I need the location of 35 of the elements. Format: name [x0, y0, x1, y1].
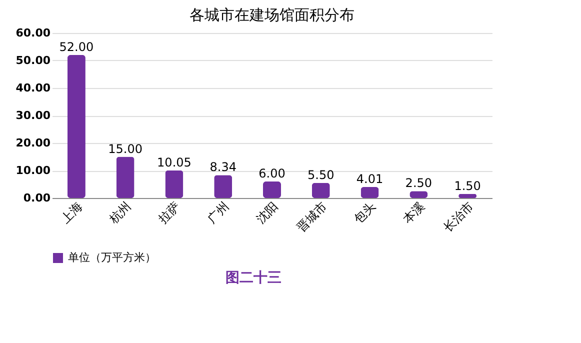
y-tick-label: 10.00	[16, 164, 51, 177]
x-tick-label: 上海	[58, 199, 85, 226]
data-label: 10.05	[157, 155, 192, 170]
bar	[360, 186, 379, 198]
bar	[116, 156, 134, 198]
y-tick-label: 30.00	[16, 109, 51, 122]
data-label: 15.00	[108, 142, 143, 156]
x-tick-label: 广州	[204, 199, 232, 226]
bar	[214, 175, 232, 198]
data-label: 1.50	[454, 178, 481, 193]
x-tick-label: 长治市	[440, 199, 476, 234]
y-tick-label: 60.00	[16, 26, 51, 40]
x-tick-label: 本溪	[400, 199, 428, 226]
x-tick-label: 杭州	[106, 199, 134, 227]
data-label: 6.00	[258, 166, 286, 180]
chart-title: 各城市在建场馆面积分布	[190, 6, 354, 24]
text: 图二十三	[226, 270, 282, 286]
y-tick-label: 0.00	[23, 192, 51, 204]
legend-label: 单位（万平方米）	[68, 251, 156, 264]
y-tick-label: 50.00	[16, 54, 51, 67]
x-tick-label: 包头	[351, 199, 378, 226]
x-tick-label: 沈阳	[254, 199, 280, 226]
bar	[312, 182, 330, 198]
data-label: 5.50	[308, 168, 334, 182]
data-label: 8.34	[210, 160, 236, 174]
data-label: 2.50	[405, 176, 432, 190]
data-label: 52.00	[59, 40, 94, 54]
bar	[165, 170, 184, 198]
y-tick-label: 20.00	[16, 136, 51, 150]
data-label: 4.01	[356, 172, 384, 186]
x-tick-label: 晋城市	[294, 199, 330, 234]
x-tick-label: 拉萨	[156, 199, 183, 226]
bar	[67, 55, 86, 198]
y-tick-label: 40.00	[16, 82, 51, 94]
bar	[263, 182, 281, 198]
